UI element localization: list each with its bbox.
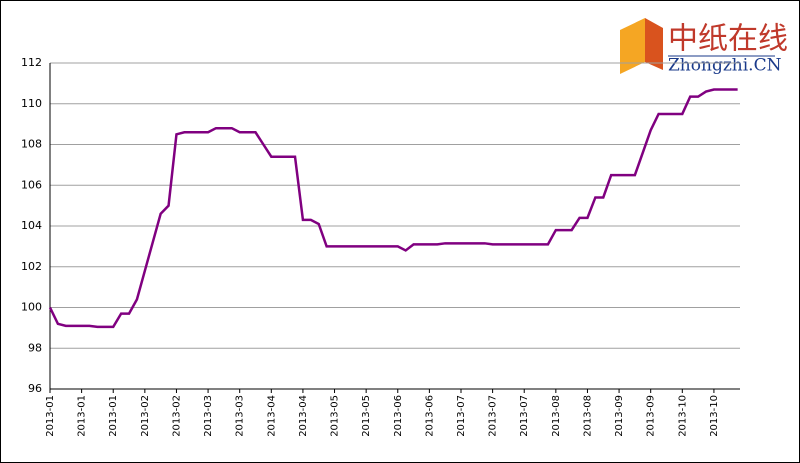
x-tick-label: 2013-09 bbox=[646, 395, 657, 437]
x-tick-label: 2013-09 bbox=[614, 395, 625, 437]
x-tick-label: 2013-04 bbox=[298, 395, 309, 437]
x-tick-label: 2013-08 bbox=[551, 395, 562, 437]
x-tick-label: 2013-02 bbox=[171, 395, 182, 437]
x-tick-label: 2013-01 bbox=[108, 395, 119, 437]
x-tick-label: 2013-06 bbox=[393, 395, 404, 437]
logo-site: Zhongzhi.CN bbox=[668, 56, 782, 76]
x-tick-label: 2013-07 bbox=[488, 395, 499, 437]
logo-name: 中纸在线 bbox=[668, 22, 788, 57]
x-tick-label: 2013-01 bbox=[45, 395, 56, 437]
y-tick-label: 106 bbox=[21, 178, 42, 191]
y-tick-label: 104 bbox=[21, 219, 42, 232]
x-tick-label: 2013-03 bbox=[203, 395, 214, 437]
y-tick-label: 102 bbox=[21, 260, 42, 273]
x-tick-label: 2013-07 bbox=[456, 395, 467, 437]
y-tick-label: 110 bbox=[21, 97, 42, 110]
x-tick-label: 2013-07 bbox=[519, 395, 530, 437]
line-series bbox=[48, 88, 738, 329]
x-tick-label: 2013-05 bbox=[361, 395, 372, 437]
x-tick-label: 2013-05 bbox=[330, 395, 341, 437]
x-tick-label: 2013-04 bbox=[266, 395, 277, 437]
x-tick-label: 2013-06 bbox=[424, 395, 435, 437]
x-tick-label: 2013-03 bbox=[235, 395, 246, 437]
x-tick-label: 2013-08 bbox=[582, 395, 593, 437]
logo: 中纸在线 Zhongzhi.CN bbox=[620, 18, 788, 76]
logo-icon bbox=[620, 18, 645, 74]
y-tick-label: 98 bbox=[28, 341, 42, 354]
y-tick-label: 108 bbox=[21, 138, 42, 151]
x-tick-label: 2013-01 bbox=[77, 395, 88, 437]
x-tick-label: 2013-10 bbox=[677, 395, 688, 437]
y-tick-label: 100 bbox=[21, 301, 42, 314]
x-tick-label: 2013-10 bbox=[709, 395, 720, 437]
y-tick-label: 96 bbox=[28, 382, 42, 395]
y-tick-label: 112 bbox=[21, 56, 42, 69]
logo-icon bbox=[645, 18, 663, 70]
x-tick-label: 2013-02 bbox=[140, 395, 151, 437]
